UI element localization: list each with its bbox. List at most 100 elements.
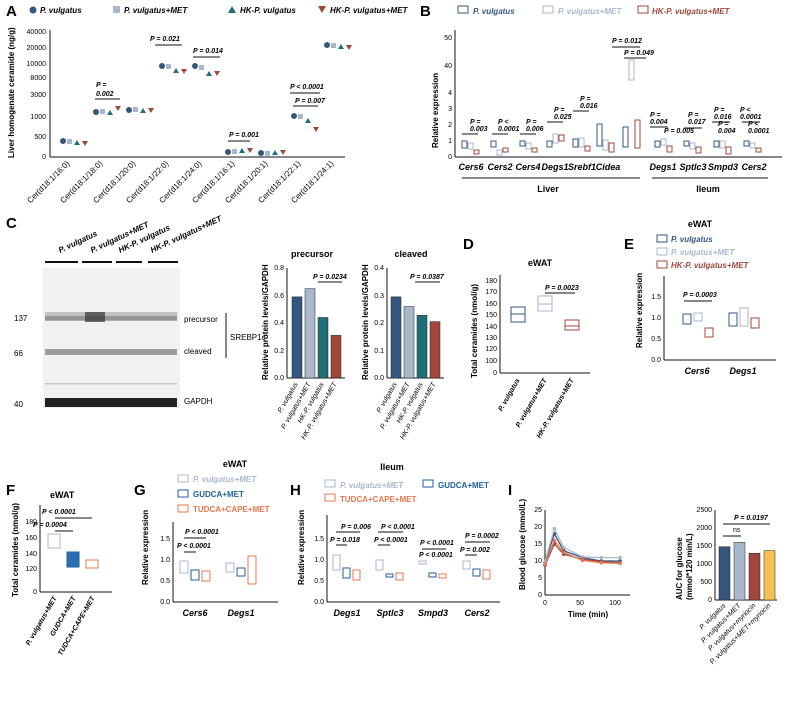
data-point — [552, 538, 557, 543]
y-tick: 0.0 — [274, 375, 284, 382]
bar — [416, 315, 428, 379]
y-tick: 20000 — [27, 45, 47, 52]
p-value: P = 0.0387 — [410, 274, 445, 281]
gene-label: Smpd3 — [418, 608, 448, 618]
bar — [429, 321, 441, 379]
y-tick: 1.5 — [160, 536, 170, 543]
legend-label: P. vulgatus+MET — [558, 7, 622, 16]
panel-i: I Blood glucose (mmol/L) 0 5 10 15 20 25… — [508, 482, 777, 666]
y-tick: 0.1 — [374, 348, 384, 355]
mw-marker: 137 — [14, 314, 28, 323]
p-value: P < 0.0001 — [420, 540, 454, 547]
gene-label: Sptlc3 — [376, 608, 403, 618]
data-point — [552, 526, 557, 531]
p-value: P = 0.006 — [341, 524, 371, 531]
gene-label: Sptlc3 — [679, 162, 706, 172]
p-value: P = 0.018 — [330, 537, 360, 544]
data-point — [618, 561, 622, 566]
panel-label: E — [624, 236, 634, 253]
svg-text:P =: P = — [526, 119, 536, 126]
group-label: Ileum — [696, 184, 720, 194]
legend-marker — [113, 6, 120, 13]
group-label: Liver — [537, 184, 559, 194]
y-tick: 0.3 — [374, 293, 384, 300]
panel-h: H Ileum P. vulgatus+MET GUDCA+MET TUDCA+… — [290, 462, 500, 618]
legend-label: P. vulgatus+MET — [193, 475, 257, 484]
y-tick: 1.5 — [651, 294, 661, 301]
p-value: P = 0.002 — [460, 547, 490, 554]
y-tick: 140 — [485, 324, 497, 331]
x-tick: P. vulgatus+MET — [25, 595, 59, 647]
legend-label: HK-P. vulgatus — [240, 6, 296, 15]
chart-title: precursor — [291, 249, 334, 259]
y-tick: 10 — [534, 558, 542, 565]
y-tick: 0.5 — [160, 578, 170, 585]
y-axis-label: Relative protein levels/GAPDH — [261, 264, 270, 380]
svg-text:P =: P = — [580, 96, 590, 103]
p-values: P = 0.006 P = 0.018 P < 0.0001 P < 0.000… — [330, 524, 499, 559]
data-point — [561, 550, 566, 555]
gene-label: Cers4 — [515, 162, 540, 172]
legend-marker — [318, 6, 326, 13]
legend-label: TUDCA+CAPE+MET — [340, 495, 417, 504]
y-tick: 0 — [538, 592, 542, 599]
y-tick: 0.0 — [160, 599, 170, 606]
panel-label: F — [6, 482, 15, 499]
p-value: P = 0.0004 — [33, 522, 67, 529]
panel-label: B — [420, 3, 431, 20]
data-point — [580, 558, 585, 563]
band-label: precursor — [184, 315, 218, 324]
y-tick: 2 — [448, 122, 452, 129]
p-value: P = 0.012 — [612, 38, 642, 45]
legend-label: GUDCA+MET — [193, 490, 244, 499]
panel-label: G — [134, 482, 146, 499]
chart-cleaved: cleaved Relative protein levels/GAPDH 0.… — [361, 249, 445, 382]
p-value: P = 0.014 — [193, 48, 223, 55]
legend: P. vulgatus P. vulgatus+MET HK-P. vulgat… — [656, 234, 750, 270]
y-tick: 0 — [42, 154, 46, 161]
svg-text:0.025: 0.025 — [554, 114, 572, 121]
y-tick: 120 — [485, 346, 497, 353]
p-value: P < 0.0001 — [290, 84, 324, 91]
panel-g: G eWAT P. vulgatus+MET GUDCA+MET TUDCA+C… — [134, 459, 278, 618]
bar — [390, 296, 402, 379]
svg-text:0.017: 0.017 — [688, 119, 707, 126]
gene-label: Degs1 — [227, 608, 254, 618]
legend-label: P. vulgatus+MET — [124, 6, 188, 15]
x-axis-label: Time (min) — [568, 610, 609, 619]
panel-e: E eWAT P. vulgatus P. vulgatus+MET HK-P.… — [624, 219, 776, 376]
y-tick: 0 — [708, 597, 712, 604]
p-value: P = — [96, 82, 106, 89]
p-values: P =0.003 P <0.0001 P =0.006 P =0.025 P =… — [462, 38, 770, 135]
y-tick: 0.2 — [374, 320, 384, 327]
y-tick: 0.5 — [314, 578, 324, 585]
legend-label: TUDCA+CAPE+MET — [193, 505, 270, 514]
chart-title: Ileum — [380, 462, 404, 472]
gene-label: Srebf1 — [568, 162, 596, 172]
svg-text:0.004: 0.004 — [718, 128, 736, 135]
p-value: P < 0.0001 — [185, 529, 219, 536]
series-line — [544, 539, 621, 565]
bar — [748, 552, 761, 601]
legend-label: P. vulgatus — [671, 235, 713, 244]
chart-title: cleaved — [394, 249, 427, 259]
bar — [330, 335, 342, 379]
y-tick: 15 — [534, 541, 542, 548]
p-value: P = 0.0003 — [683, 292, 717, 299]
gene-label: Cers6 — [182, 608, 208, 618]
legend-label: P. vulgatus+MET — [671, 248, 735, 257]
legend: P. vulgatus+MET GUDCA+MET TUDCA+CAPE+MET — [324, 479, 489, 504]
p-value: P = 0.005 — [664, 128, 694, 135]
y-tick: 1 — [448, 138, 452, 145]
y-tick: 0 — [33, 589, 37, 596]
y-tick: 1000 — [696, 561, 712, 568]
gene-label: Degs1 — [541, 162, 568, 172]
panel-label: A — [6, 3, 17, 20]
y-tick: 3 — [448, 106, 452, 113]
band-label: GAPDH — [184, 397, 213, 406]
y-tick: 140 — [25, 551, 37, 558]
gene-label: Cers2 — [741, 162, 766, 172]
svg-text:0.0001: 0.0001 — [498, 126, 520, 133]
y-tick: 20 — [534, 524, 542, 531]
p-value: P = 0.021 — [150, 36, 180, 43]
